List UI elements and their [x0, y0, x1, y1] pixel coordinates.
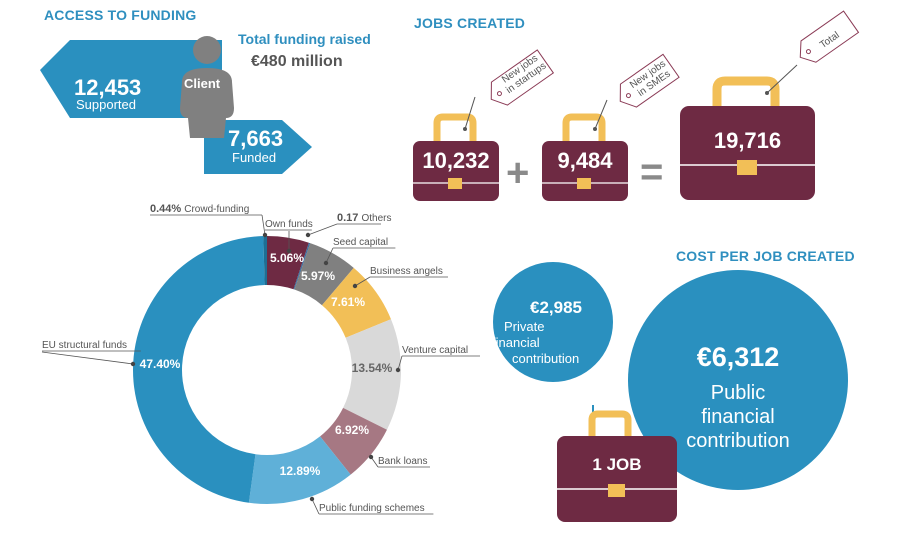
- name-label-public-funding-schemes: Public funding schemes: [319, 503, 425, 514]
- slice-others: [293, 242, 311, 290]
- client-label: Client: [184, 76, 221, 91]
- jobs-graphic: [413, 10, 860, 201]
- leader-dot-seed-capital: [323, 260, 329, 266]
- value-label-venture-capital: 13.54%: [352, 361, 393, 375]
- private-value: €2,985: [530, 298, 582, 317]
- client-person-icon: [180, 36, 234, 138]
- slice-eu-structural-funds: [133, 236, 265, 503]
- access-graphic: [40, 36, 312, 174]
- leader-public-funding-schemes: [311, 498, 320, 515]
- leader-seed-capital: [325, 247, 334, 264]
- equals-sign: =: [640, 150, 664, 194]
- slice-seed-capital: [294, 243, 354, 306]
- leader-business-angels: [354, 276, 371, 287]
- funded-label: Funded: [232, 150, 277, 165]
- name-label-seed-capital: Seed capital: [333, 237, 388, 248]
- total-funding-value: €480 million: [251, 53, 343, 70]
- public-value: €6,312: [696, 342, 780, 372]
- value-label-bank-loans: 6.92%: [335, 423, 369, 437]
- donut-group: 5.06% Own funds 0.17 Others 5.97% Seed capit…: [41, 203, 480, 515]
- value-label-business-angels: 7.61%: [331, 295, 365, 309]
- slice-own-funds: [267, 236, 309, 290]
- public-label: Public financial contribution: [628, 381, 848, 453]
- cost-graphic: [493, 262, 848, 522]
- total-briefcase-icon: [680, 64, 815, 200]
- leader-dot-bank-loans: [368, 454, 374, 460]
- supported-arrow: [40, 40, 222, 118]
- total-funding-title: Total funding raised: [238, 31, 371, 47]
- public-label-line-1: Public: [710, 382, 766, 404]
- name-label-own-funds: Own funds: [265, 219, 313, 230]
- leader-dot-eu-structural-funds: [130, 361, 136, 367]
- plus-sign: +: [506, 151, 530, 195]
- total-jobs-value: 19,716: [713, 128, 782, 153]
- value-label-own-funds: 5.06%: [270, 251, 304, 265]
- access-heading: ACCESS TO FUNDING: [44, 7, 197, 23]
- leader-dot-venture-capital: [395, 367, 401, 373]
- name-label-venture-capital: Venture capital: [402, 345, 468, 356]
- supported-value: 12,453: [74, 75, 142, 100]
- leader-dot-own-funds: [286, 248, 292, 254]
- cost-heading: COST PER JOB CREATED: [676, 248, 855, 264]
- slice-venture-capital: [343, 319, 401, 430]
- leader-dot-others: [305, 232, 311, 238]
- slice-crowd-funding: [263, 236, 267, 286]
- slice-business-angels: [321, 267, 391, 338]
- name-label-crowd-funding: 0.44% Crowd-funding: [150, 203, 249, 215]
- leader-others: [307, 223, 338, 236]
- leader-eu-structural-funds: [41, 351, 134, 365]
- private-label: Private financial contribution: [486, 319, 606, 367]
- startups-jobs-value: 10,232: [422, 148, 490, 173]
- private-label-line-1: Private: [504, 319, 545, 334]
- startups-tag-icon: [490, 49, 555, 106]
- supported-label: Supported: [76, 97, 136, 112]
- jobs-heading: JOBS CREATED: [414, 15, 526, 31]
- one-job-briefcase-icon: [557, 410, 677, 522]
- value-label-seed-capital: 5.97%: [301, 269, 335, 283]
- private-label-line-3: contribution: [512, 351, 580, 366]
- funded-value: 7,663: [228, 126, 284, 151]
- startups-briefcase-icon: [413, 96, 499, 201]
- value-label-public-funding-schemes: 12.89%: [280, 464, 321, 478]
- leader-dot-public-funding-schemes: [309, 496, 315, 502]
- public-contribution-circle: [628, 270, 848, 490]
- smes-jobs-value: 9,484: [557, 148, 613, 173]
- smes-briefcase-icon: [542, 99, 628, 201]
- private-label-line-2: financial: [492, 335, 540, 350]
- public-label-line-3: contribution: [686, 430, 790, 452]
- leader-dot-crowd-funding: [262, 232, 268, 238]
- name-label-business-angels: Business angels: [370, 266, 443, 277]
- one-job-label: 1 JOB: [592, 455, 642, 474]
- funded-arrow: [204, 120, 312, 174]
- value-label-eu-structural-funds: 47.40%: [140, 357, 181, 371]
- total-tag-icon: [799, 10, 860, 63]
- private-contribution-circle: [493, 262, 613, 382]
- leader-venture-capital: [397, 355, 403, 371]
- slice-bank-loans: [320, 407, 387, 475]
- slice-public-funding-schemes: [248, 436, 351, 504]
- public-label-line-2: financial: [701, 406, 775, 428]
- name-label-eu-structural-funds: EU structural funds: [42, 340, 127, 351]
- smes-tag-icon: [619, 53, 680, 108]
- funding-sources-donut-chart: 5.06% Own funds 0.17 Others 5.97% Seed capit…: [41, 203, 480, 515]
- leader-crowd-funding: [261, 214, 266, 236]
- name-label-others: 0.17 Others: [337, 212, 391, 224]
- name-label-bank-loans: Bank loans: [378, 456, 427, 467]
- leader-dot-business-angels: [352, 283, 358, 289]
